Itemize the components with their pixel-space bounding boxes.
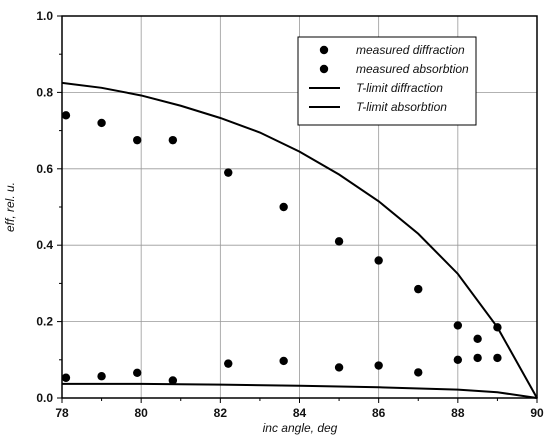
legend-label: measured absorbtion [356, 62, 469, 76]
series-t-limit-diffraction [61, 81, 538, 399]
data-point [97, 372, 106, 381]
legend-swatch-marker [319, 45, 329, 55]
data-point [61, 373, 71, 382]
data-point [453, 321, 463, 330]
x-tick-label: 86 [372, 406, 386, 420]
data-point [374, 361, 383, 370]
data-point [473, 334, 482, 343]
series-measured-diffraction [61, 111, 502, 343]
legend-label: T-limit diffraction [356, 81, 443, 95]
data-point [61, 111, 71, 120]
legend-label: T-limit absorbtion [356, 100, 447, 114]
data-point [374, 256, 383, 265]
series-t-limit-absorbtion [62, 382, 538, 399]
y-axis-label: eff, rel. u. [3, 182, 17, 232]
legend: measured diffraction measured absorbtion T… [297, 36, 477, 126]
data-point [414, 284, 423, 294]
data-point [168, 376, 178, 385]
data-point [414, 368, 423, 377]
y-tick-label: 0.0 [36, 391, 53, 405]
legend-label: measured diffraction [356, 43, 465, 57]
y-tick-label: 1.0 [36, 9, 53, 23]
data-point [473, 353, 482, 363]
x-tick-label: 88 [451, 406, 465, 420]
x-tick-label: 90 [530, 406, 544, 420]
data-point [279, 356, 288, 366]
x-axis-label: inc angle, deg [263, 421, 338, 435]
data-point [97, 118, 106, 128]
x-tick-label: 80 [134, 406, 148, 420]
data-point [453, 355, 463, 364]
data-point [133, 368, 142, 377]
series-measured-absorbtion [61, 353, 502, 385]
y-tick-label: 0.4 [36, 238, 53, 252]
data-point [133, 135, 142, 145]
data-point [224, 359, 233, 368]
data-point [224, 168, 233, 177]
data-point [493, 353, 502, 363]
legend-swatch-marker [319, 64, 329, 74]
axis-ticks: 78 80 82 84 86 88 90 0.0 0.2 0.4 0.6 0.8 1.0 [36, 9, 544, 420]
data-point [279, 202, 288, 212]
x-tick-label: 84 [293, 406, 307, 420]
data-series [61, 81, 538, 399]
series-line-t-limit-absorbtion [62, 382, 538, 399]
y-tick-label: 0.8 [36, 85, 53, 99]
data-point [334, 363, 344, 372]
series-line-t-limit-diffraction [61, 81, 538, 399]
y-tick-label: 0.6 [36, 162, 53, 176]
x-tick-label: 82 [214, 406, 228, 420]
x-tick-label: 78 [55, 406, 69, 420]
data-point [334, 237, 344, 246]
y-tick-label: 0.2 [36, 315, 53, 329]
data-point [168, 135, 178, 145]
